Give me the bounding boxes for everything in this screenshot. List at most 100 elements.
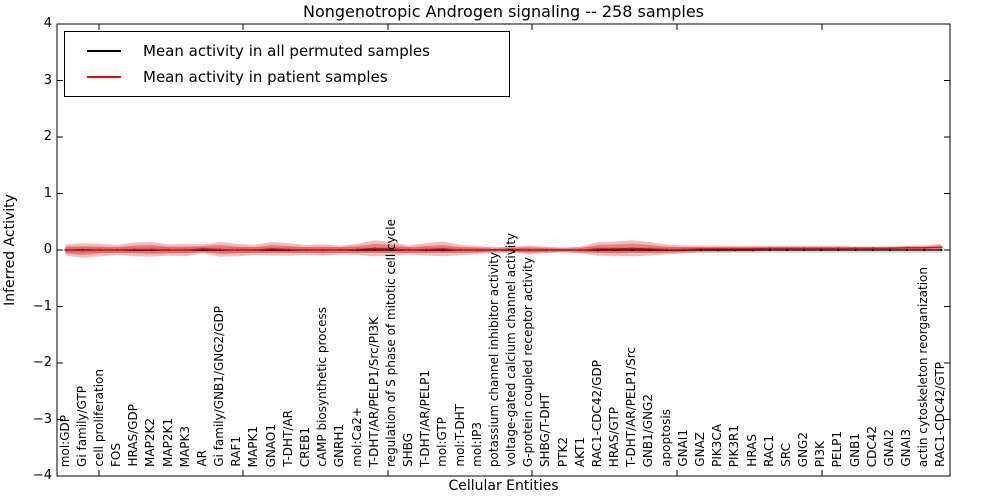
y-tick-label: 1	[43, 185, 52, 201]
patient-mean-line-marker	[734, 247, 737, 250]
legend-item-permuted: Mean activity in all permuted samples	[73, 42, 501, 60]
patient-mean-line-marker	[923, 246, 926, 249]
patient-mean-line-marker	[287, 248, 290, 251]
x-tick-label: RAC1	[761, 435, 776, 467]
patient-mean-line-marker	[253, 248, 256, 252]
patient-mean-line-marker	[322, 248, 325, 252]
x-tick-label: MAPK1	[246, 425, 261, 467]
legend-line-permuted	[87, 50, 121, 52]
x-tick-label: HRAS/GDP	[126, 404, 141, 467]
patient-mean-line-marker	[802, 247, 806, 250]
x-tick-label: actin cytoskeleton reorganization	[916, 266, 931, 467]
x-tick-label: GNB1/GNG2	[641, 393, 656, 467]
legend-label-patient: Mean activity in patient samples	[143, 68, 388, 86]
patient-mean-line-marker	[545, 248, 548, 252]
x-tick-label: GNG2	[796, 431, 811, 467]
patient-mean-line-marker	[493, 248, 497, 252]
patient-mean-line-marker	[871, 247, 874, 250]
x-tick-label: RAC1-CDC42/GDP	[589, 359, 604, 467]
x-tick-label: PIK3CA	[710, 424, 725, 467]
patient-mean-line-marker	[356, 248, 359, 251]
y-tick-label: 0	[43, 242, 52, 257]
y-tick-label: 2	[43, 129, 52, 144]
x-tick-label: apoptosis	[658, 409, 673, 467]
x-tick-label: mol:T-DHT	[452, 404, 467, 467]
x-tick-label: voltage-gated calcium channel activity	[504, 233, 519, 467]
x-tick-label: SRC	[778, 443, 793, 467]
x-tick-label: cell proliferation	[91, 369, 106, 467]
patient-mean-line-marker	[64, 248, 67, 252]
x-tick-label: regulation of S phase of mitotic cell cy…	[383, 219, 398, 467]
patient-mean-line-marker	[820, 247, 823, 250]
permuted-mean-line-marker	[940, 248, 943, 252]
patient-mean-line-marker	[596, 247, 600, 250]
y-tick-label: −1	[32, 298, 52, 314]
x-tick-label: PTK2	[555, 436, 570, 467]
patient-mean-line-marker	[665, 248, 668, 251]
x-tick-label: T-DHT/AR/PELP1/Src/PI3K	[366, 316, 381, 467]
permuted-mean-line-marker	[631, 248, 634, 252]
patient-mean-line-marker	[81, 249, 84, 252]
y-tick-label: −2	[32, 355, 52, 370]
y-tick-label: −3	[32, 411, 52, 427]
patient-mean-line-marker	[201, 247, 205, 250]
x-tick-label: GNAI1	[675, 429, 690, 467]
permuted-mean-line-marker	[820, 248, 823, 252]
permuted-mean-line-marker	[923, 248, 926, 252]
patient-mean-line-marker	[459, 248, 462, 252]
x-tick-label: HRAS	[744, 434, 759, 467]
x-tick-label: mol:IP3	[469, 422, 484, 467]
x-tick-label: Gi family/GTP	[74, 386, 89, 467]
patient-mean-line-marker	[854, 247, 857, 250]
patient-mean-line-marker	[614, 247, 617, 250]
x-tick-label: SHBG	[401, 433, 416, 467]
patient-mean-line-marker	[648, 247, 651, 250]
legend-line-patient	[87, 76, 121, 78]
legend: Mean activity in all permuted samples Me…	[64, 31, 510, 97]
x-tick-label: T-DHT/AR/PELP1	[418, 369, 433, 467]
x-tick-label: RAF1	[229, 436, 244, 467]
patient-mean-line-marker	[304, 248, 308, 252]
patient-mean-line-marker	[270, 247, 273, 250]
x-tick-label: cAMP biosynthetic process	[315, 307, 330, 467]
patient-mean-line-marker	[476, 248, 479, 252]
x-tick-label: MAPK3	[177, 425, 192, 467]
x-tick-label: T-DHT/AR	[280, 410, 295, 467]
x-tick-label: HRAS/GTP	[607, 406, 622, 467]
permuted-mean-line-marker	[854, 248, 857, 252]
chart-title: Nongenotropic Androgen signaling -- 258 …	[302, 2, 704, 21]
x-tick-label: GNB1	[847, 432, 862, 467]
patient-mean-line-marker	[150, 248, 153, 251]
x-tick-label: CDC42	[864, 425, 879, 467]
x-tick-label: mol:GDP	[57, 414, 72, 467]
patient-mean-line-marker	[940, 246, 943, 249]
permuted-mean-line-marker	[888, 248, 891, 252]
y-tick-label: −4	[32, 468, 52, 483]
patient-mean-line-marker	[133, 248, 136, 251]
x-tick-label: AKT1	[572, 436, 587, 467]
patient-mean-line	[65, 246, 942, 252]
x-tick-label: SHBG/T-DHT	[538, 392, 553, 467]
patient-mean-line-marker	[717, 247, 720, 250]
patient-mean-line-marker	[116, 248, 119, 252]
patient-mean-line-marker	[390, 247, 393, 250]
patient-mean-line-marker	[837, 247, 840, 250]
x-tick-label: mol:GTP	[435, 417, 450, 467]
x-tick-label: CREB1	[298, 426, 312, 467]
x-tick-label: GNAZ	[692, 432, 707, 467]
x-tick-label: RAC1-CDC42/GTP	[933, 362, 948, 467]
patient-mean-line-marker	[184, 248, 187, 252]
legend-label-permuted: Mean activity in all permuted samples	[143, 42, 430, 60]
patient-mean-line-marker	[339, 248, 342, 252]
x-tick-label: PI3K	[813, 440, 828, 467]
patient-mean-line-marker	[219, 248, 222, 251]
patient-mean-line-marker	[562, 248, 565, 252]
patient-mean-line-marker	[98, 248, 102, 252]
patient-mean-line-marker	[785, 247, 788, 250]
patient-mean-line-marker	[631, 247, 634, 250]
permuted-mean-line-marker	[768, 248, 771, 252]
permuted-mean-line-marker	[837, 248, 840, 252]
x-tick-label: PELP1	[830, 430, 845, 467]
patient-mean-line-marker	[699, 247, 703, 250]
